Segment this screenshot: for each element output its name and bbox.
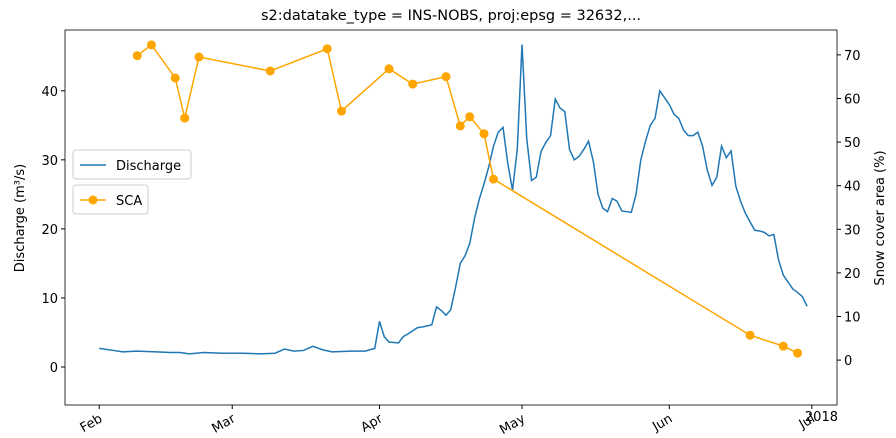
y2-tick-label: 40 <box>844 180 861 195</box>
y2-tick-label: 10 <box>844 310 861 325</box>
x-tick-label: Mar <box>209 411 238 434</box>
legend-box <box>72 149 192 180</box>
marker <box>408 79 418 89</box>
legend: SCA <box>72 184 149 215</box>
y2-tick-label: 60 <box>844 92 861 107</box>
legend-label: SCA <box>116 194 142 209</box>
y2-tick-label: 20 <box>844 267 861 282</box>
marker <box>265 66 275 76</box>
y2-tick-label: 70 <box>844 49 861 64</box>
x-tick-label: Jul <box>796 411 818 432</box>
x-offset-label: 2018 <box>805 410 838 425</box>
series-line <box>99 44 808 355</box>
plot-frame <box>64 29 838 406</box>
marker <box>745 330 755 340</box>
y-tick-label: 10 <box>41 292 58 307</box>
y-tick-label: 40 <box>41 85 58 100</box>
y2-tick-label: 30 <box>844 223 861 238</box>
marker <box>322 44 332 54</box>
y2-axis-label: Snow cover area (%) <box>873 150 888 285</box>
y2-tick-label: 50 <box>844 136 861 151</box>
marker <box>170 73 180 83</box>
legend-box <box>72 184 149 215</box>
x-tick-label: Jun <box>649 411 675 434</box>
legend: Discharge <box>72 149 192 180</box>
marker <box>194 52 204 62</box>
marker <box>336 106 346 116</box>
x-tick-label: May <box>497 411 528 434</box>
marker <box>479 129 489 139</box>
marker <box>455 121 465 131</box>
y-axis-label: Discharge (m³/s) <box>13 164 28 272</box>
marker <box>489 174 499 184</box>
legend-marker <box>88 195 98 205</box>
y-tick-label: 30 <box>41 154 58 169</box>
marker <box>180 113 190 123</box>
y-tick-label: 0 <box>50 361 58 376</box>
legend-label: Discharge <box>116 159 181 174</box>
marker <box>441 72 451 82</box>
y-tick-label: 20 <box>41 223 58 238</box>
marker <box>793 348 803 358</box>
marker <box>465 112 475 122</box>
x-tick-label: Feb <box>78 411 105 434</box>
y2-tick-label: 0 <box>844 354 852 369</box>
series-line <box>136 43 798 354</box>
x-tick-label: Apr <box>359 411 387 434</box>
marker <box>384 64 394 74</box>
marker <box>778 341 788 351</box>
marker <box>146 40 156 50</box>
marker <box>132 51 142 61</box>
chart-title: s2:datatake_type = INS-NOBS, proj:epsg =… <box>261 8 641 24</box>
